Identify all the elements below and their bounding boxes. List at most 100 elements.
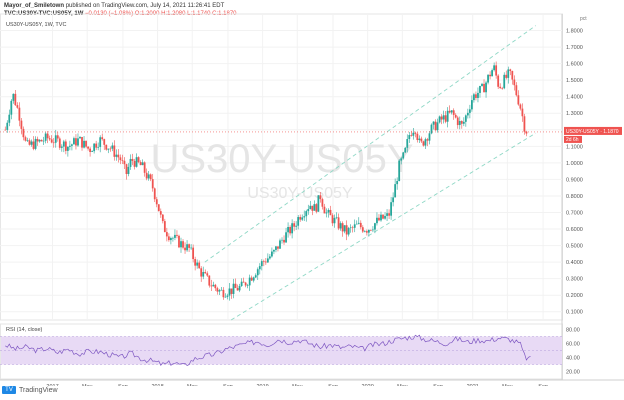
candle-body — [123, 160, 126, 165]
candle-body — [303, 216, 306, 218]
candle-body — [54, 135, 57, 143]
candle-body — [262, 261, 265, 262]
candle-body — [226, 295, 229, 297]
candle-body — [268, 256, 271, 259]
candle-body — [384, 215, 386, 219]
candle-body — [163, 221, 166, 233]
watermark-text: US30Y-US05Y — [150, 137, 413, 181]
candle-body — [299, 217, 302, 220]
rsi-title: RSI (14, close) — [6, 327, 43, 333]
candle-body — [236, 288, 239, 291]
candle-body — [293, 223, 296, 227]
candle-body — [483, 83, 485, 93]
candle-body — [466, 112, 469, 116]
candle-body — [436, 122, 439, 131]
candle-body — [176, 234, 178, 236]
y-tick-label: 1.0000 — [566, 161, 583, 167]
candle-body — [341, 223, 344, 232]
candle-body — [345, 225, 348, 235]
candle-body — [501, 88, 504, 89]
candle-body — [287, 227, 289, 233]
candle-body — [519, 104, 522, 109]
x-tick-label: Sep — [433, 384, 443, 386]
candle-body — [246, 285, 249, 286]
candle-body — [198, 262, 201, 269]
candle-body — [281, 239, 283, 241]
candle-body — [511, 71, 514, 80]
candle-body — [317, 195, 320, 212]
candle-body — [28, 140, 31, 145]
candle-body — [477, 92, 479, 98]
candle-body — [101, 137, 104, 140]
candle-body — [103, 139, 106, 145]
publish-info: published on TradingView.com, July 14, 2… — [65, 3, 225, 9]
candle-body — [194, 259, 197, 266]
y-tick-label: 1.3000 — [566, 111, 583, 117]
candle-body — [32, 141, 35, 149]
candle-body — [347, 228, 350, 235]
x-tick-label: 2021 — [467, 384, 479, 386]
y-tick-label: 1.4000 — [566, 95, 583, 101]
candle-body — [161, 214, 164, 222]
candle-body — [315, 204, 318, 212]
rsi-y-tick-label: 60.00 — [566, 342, 580, 348]
candle-body — [446, 110, 449, 122]
candle-body — [159, 211, 162, 215]
candle-body — [145, 172, 148, 179]
candle-body — [18, 107, 21, 121]
candle-body — [178, 235, 180, 248]
candle-body — [521, 108, 524, 117]
candle-body — [153, 188, 156, 200]
rsi-line — [5, 334, 531, 367]
tradingview-logo-icon[interactable]: TV — [2, 386, 16, 394]
trend-channel-layer — [204, 25, 537, 321]
candle-body — [250, 277, 253, 281]
candle-body — [438, 116, 441, 123]
footer-brand[interactable]: TradingView — [19, 386, 58, 394]
candle-body — [151, 179, 154, 189]
candle-body — [64, 141, 67, 151]
candle-body — [206, 273, 209, 276]
candle-body — [91, 151, 94, 152]
candle-body — [26, 140, 29, 141]
candle-body — [450, 110, 453, 113]
candle-body — [297, 217, 300, 226]
y-tick-label: 0.7000 — [566, 210, 583, 216]
candle-body — [329, 209, 332, 216]
candle-body — [355, 223, 358, 225]
candle-body — [66, 146, 69, 151]
chart-title: US30Y-US05Y, 1W, TVC — [6, 22, 66, 28]
candle-body — [361, 227, 364, 232]
candle-body — [36, 138, 39, 142]
candle-body — [85, 140, 87, 147]
watermark-subtext: US30Y-US05Y — [247, 185, 353, 202]
candle-body — [131, 158, 134, 161]
candle-body — [42, 140, 45, 142]
candle-body — [404, 147, 407, 153]
x-tick-label: Sep — [538, 384, 548, 386]
candle-body — [182, 241, 184, 248]
candle-body — [390, 202, 392, 216]
candle-body — [382, 214, 384, 219]
y-tick-label: 1.6000 — [566, 62, 583, 68]
candle-body — [56, 135, 59, 139]
chart-svg[interactable]: US30Y-US05Y US30Y-US05Y 1.8000 1.7000 1.600… — [0, 0, 624, 386]
candle-body — [495, 65, 498, 76]
candle-body — [271, 251, 273, 257]
candle-body — [367, 229, 370, 233]
unit-label: pct — [580, 16, 587, 22]
candle-body — [190, 247, 193, 249]
candle-body — [192, 247, 195, 260]
candle-body — [238, 286, 241, 291]
candle-body — [333, 217, 336, 224]
candle-body — [30, 141, 33, 145]
candle-body — [456, 117, 459, 126]
author-name[interactable]: Mayor_of_Smiletown — [4, 3, 65, 9]
candle-body — [214, 284, 217, 289]
candle-body — [396, 181, 399, 185]
candle-body — [77, 138, 79, 146]
last-price-badge — [564, 126, 622, 135]
candle-body — [430, 124, 433, 134]
candle-body — [420, 138, 423, 142]
candle-body — [71, 144, 73, 146]
